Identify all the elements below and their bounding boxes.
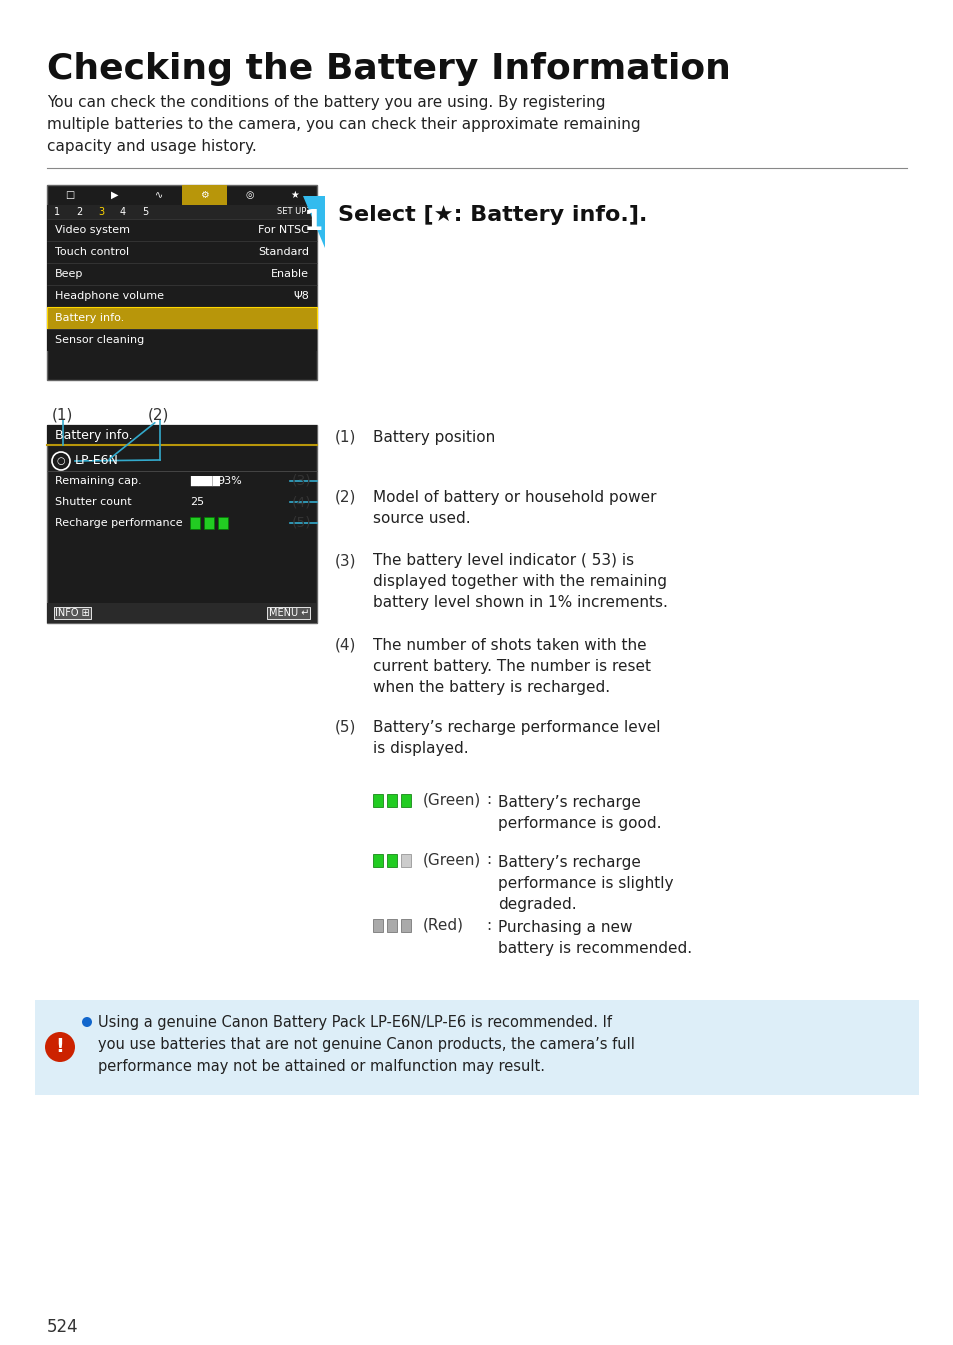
Bar	[35, 999, 918, 1095]
Text: 93%: 93%	[216, 476, 241, 486]
Text: (2): (2)	[148, 408, 170, 422]
Text: Standard: Standard	[257, 247, 309, 257]
Bar	[218, 516, 228, 529]
Bar	[204, 516, 213, 529]
Text: Battery’s recharge
performance is slightly
degraded.: Battery’s recharge performance is slight…	[497, 855, 673, 912]
Text: Touch control: Touch control	[55, 247, 129, 257]
Text: SET UP3: SET UP3	[277, 207, 312, 217]
Bar	[47, 425, 316, 623]
Bar	[47, 307, 316, 330]
Text: Enable: Enable	[271, 269, 309, 278]
Circle shape	[45, 1032, 75, 1063]
Bar	[47, 330, 316, 351]
Text: INFO ⊞: INFO ⊞	[55, 608, 90, 617]
Text: (1): (1)	[335, 430, 356, 445]
Text: Battery info.: Battery info.	[55, 429, 132, 441]
Text: (4): (4)	[335, 638, 356, 654]
Text: ████: ████	[190, 476, 220, 486]
Text: Beep: Beep	[55, 269, 83, 278]
Bar	[400, 854, 411, 868]
Text: (4): (4)	[292, 495, 312, 508]
Text: ∿: ∿	[155, 190, 163, 200]
Text: (Red): (Red)	[422, 917, 463, 932]
Text: (5): (5)	[292, 516, 312, 530]
Circle shape	[82, 1017, 91, 1028]
Bar	[400, 794, 411, 807]
Text: 3: 3	[98, 207, 104, 217]
Bar	[47, 603, 316, 623]
Bar	[47, 186, 316, 381]
Text: Ψ8: Ψ8	[293, 291, 309, 301]
Bar	[47, 264, 316, 285]
Text: !: !	[55, 1037, 65, 1057]
Text: Battery info.: Battery info.	[55, 313, 124, 323]
Bar	[190, 516, 200, 529]
Bar	[373, 854, 382, 868]
Text: Shutter count: Shutter count	[55, 498, 132, 507]
Text: :: :	[485, 853, 491, 868]
Bar	[47, 285, 316, 307]
Text: MENU ↵: MENU ↵	[269, 608, 309, 617]
Text: The battery level indicator ( 53) is
displayed together with the remaining
batte: The battery level indicator ( 53) is dis…	[373, 553, 667, 611]
Bar	[387, 854, 396, 868]
Text: Video system: Video system	[55, 225, 130, 235]
Text: For NTSC: For NTSC	[258, 225, 309, 235]
Text: Purchasing a new
battery is recommended.: Purchasing a new battery is recommended.	[497, 920, 691, 956]
Text: ⚙: ⚙	[200, 190, 209, 200]
Bar	[373, 794, 382, 807]
Text: Headphone volume: Headphone volume	[55, 291, 164, 301]
Text: 4: 4	[120, 207, 126, 217]
Text: 524: 524	[47, 1318, 78, 1336]
Bar	[47, 241, 316, 264]
Text: (1): (1)	[52, 408, 73, 422]
Text: □: □	[65, 190, 74, 200]
Text: (Green): (Green)	[422, 792, 480, 807]
Text: Using a genuine Canon Battery Pack LP-E6N/LP-E6 is recommended. If
you use batte: Using a genuine Canon Battery Pack LP-E6…	[98, 1015, 634, 1075]
Text: Checking the Battery Information: Checking the Battery Information	[47, 52, 730, 86]
Text: (3): (3)	[292, 473, 312, 488]
Text: You can check the conditions of the battery you are using. By registering
multip: You can check the conditions of the batt…	[47, 95, 640, 155]
Text: Sensor cleaning: Sensor cleaning	[55, 335, 144, 346]
Bar	[47, 204, 316, 219]
Text: ▶: ▶	[111, 190, 118, 200]
Text: (Green): (Green)	[422, 853, 480, 868]
Text: 2: 2	[76, 207, 82, 217]
Bar	[373, 919, 382, 932]
Text: ★: ★	[290, 190, 298, 200]
Text: ◎: ◎	[245, 190, 253, 200]
Bar	[47, 219, 316, 241]
Text: :: :	[485, 917, 491, 932]
Text: Battery’s recharge
performance is good.: Battery’s recharge performance is good.	[497, 795, 660, 831]
Text: Battery’s recharge performance level
is displayed.: Battery’s recharge performance level is …	[373, 720, 659, 756]
Text: 1: 1	[54, 207, 60, 217]
Text: Recharge performance: Recharge performance	[55, 518, 182, 529]
Text: (2): (2)	[335, 490, 356, 504]
Bar	[387, 794, 396, 807]
Text: 25: 25	[190, 498, 204, 507]
Text: Battery position: Battery position	[373, 430, 495, 445]
Polygon shape	[303, 196, 325, 247]
Text: Select [★: Battery info.].: Select [★: Battery info.].	[337, 204, 647, 225]
Bar	[182, 186, 227, 204]
Text: Model of battery or household power
source used.: Model of battery or household power sour…	[373, 490, 656, 526]
Text: (3): (3)	[335, 553, 356, 568]
Text: 1: 1	[304, 208, 323, 235]
Bar	[47, 425, 316, 445]
Text: Remaining cap.: Remaining cap.	[55, 476, 141, 486]
Text: :: :	[485, 792, 491, 807]
Text: LP-E6N: LP-E6N	[75, 455, 119, 468]
Text: 5: 5	[142, 207, 148, 217]
Text: The number of shots taken with the
current battery. The number is reset
when the: The number of shots taken with the curre…	[373, 638, 650, 695]
Text: ○: ○	[56, 456, 65, 465]
Text: (5): (5)	[335, 720, 356, 734]
Bar	[387, 919, 396, 932]
Bar	[400, 919, 411, 932]
